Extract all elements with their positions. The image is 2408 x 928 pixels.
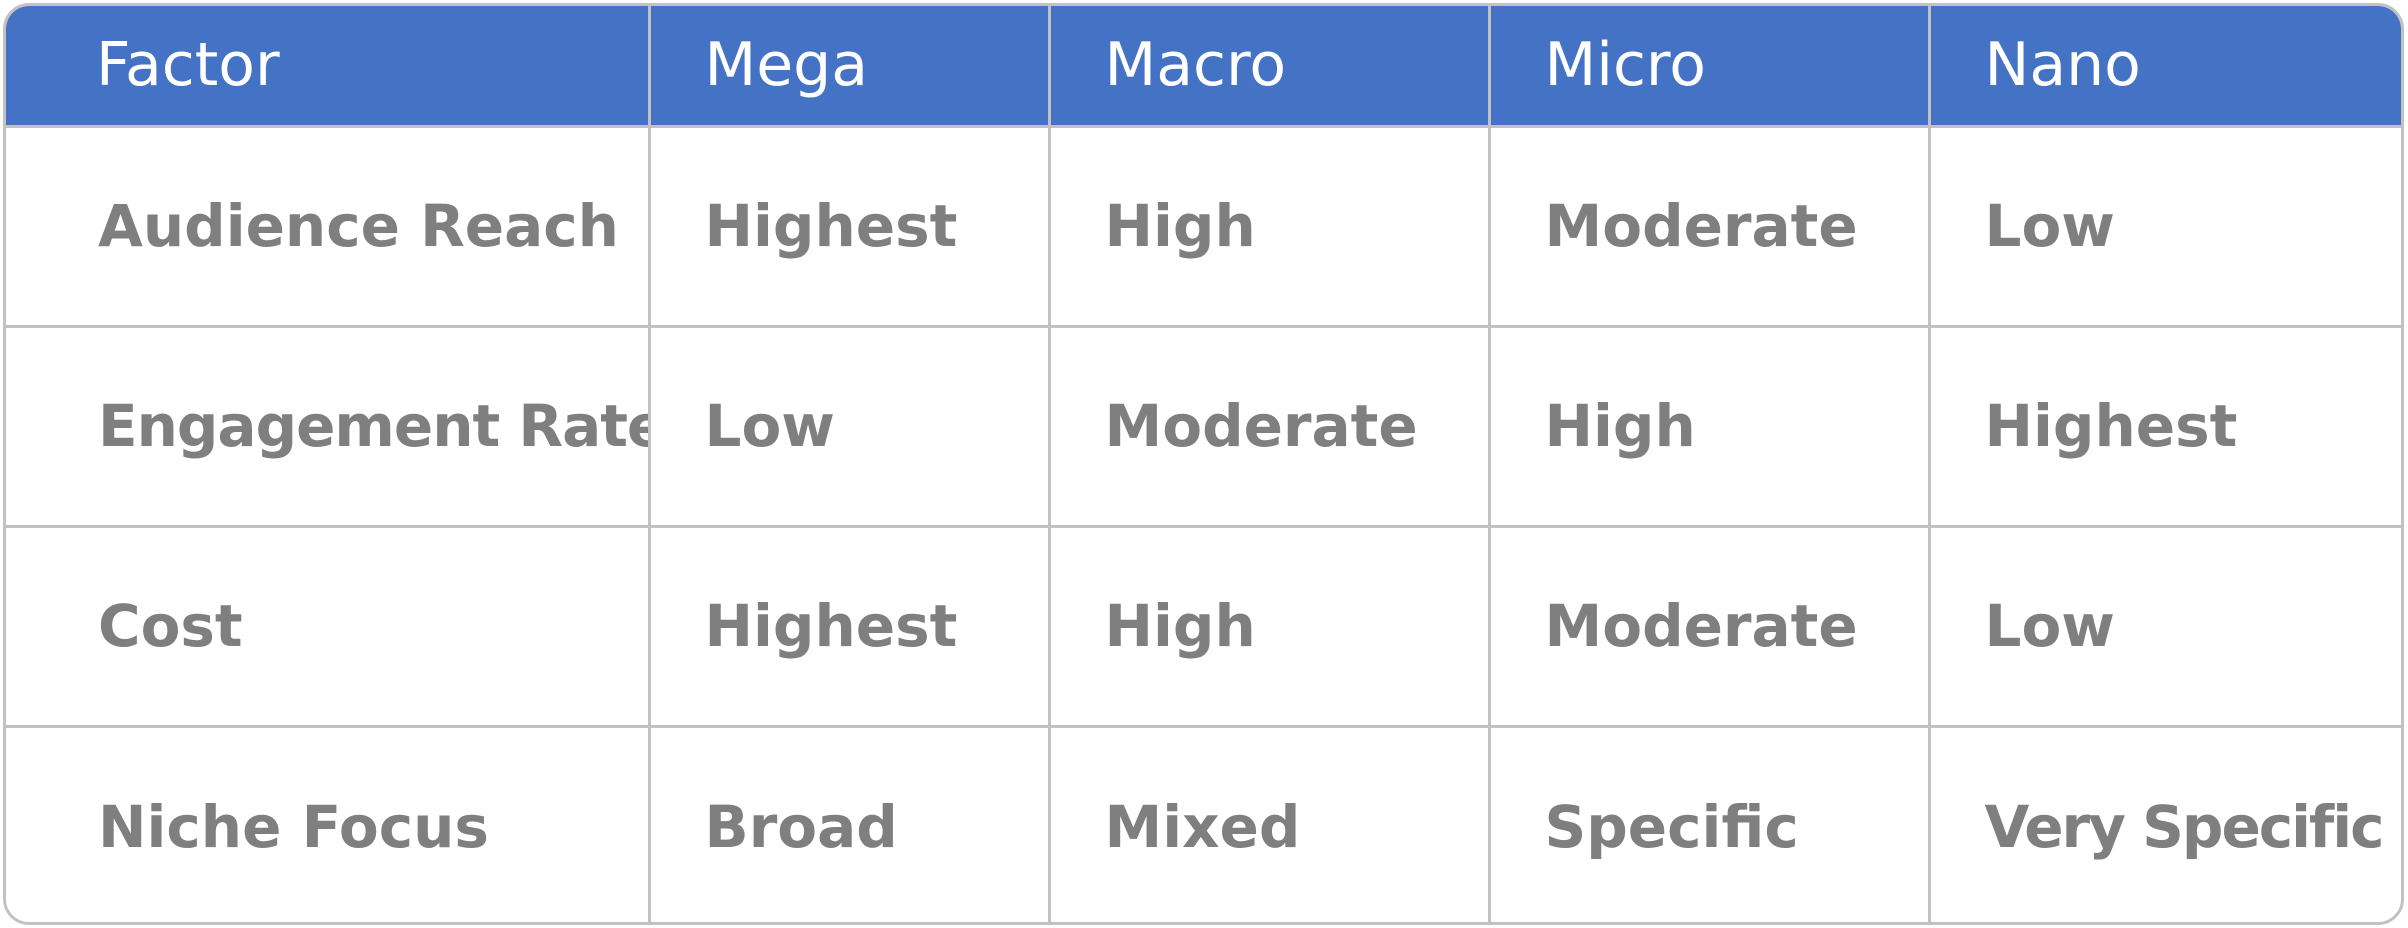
row-label: Cost	[6, 524, 649, 726]
table-cell: Low	[1927, 524, 2401, 726]
row-label: Audience Reach	[6, 124, 649, 326]
table-cell: Mixed	[1047, 724, 1489, 922]
header-nano: Nano	[1927, 6, 2401, 126]
table-cell: Highest	[647, 524, 1049, 726]
table-cell: High	[1047, 124, 1489, 326]
table-header-row: Factor Mega Macro Micro Nano	[6, 6, 2401, 126]
table-row-niche-focus: Niche Focus Broad Mixed Specific Very Sp…	[6, 724, 2401, 922]
table-cell: Very Specific	[1927, 724, 2401, 922]
table-cell: Moderate	[1487, 124, 1929, 326]
header-micro: Micro	[1487, 6, 1929, 126]
table-cell: Moderate	[1047, 324, 1489, 526]
table-row-audience-reach: Audience Reach Highest High Moderate Low	[6, 124, 2401, 326]
table-cell: Specific	[1487, 724, 1929, 922]
table-cell: Highest	[1927, 324, 2401, 526]
header-factor: Factor	[6, 6, 649, 126]
row-label: Engagement Rate	[6, 324, 649, 526]
table-cell: High	[1047, 524, 1489, 726]
header-macro: Macro	[1047, 6, 1489, 126]
table-row-engagement-rate: Engagement Rate Low Moderate High Highes…	[6, 324, 2401, 526]
table-cell: Highest	[647, 124, 1049, 326]
table-cell: Low	[1927, 124, 2401, 326]
header-mega: Mega	[647, 6, 1049, 126]
table-cell: Moderate	[1487, 524, 1929, 726]
influencer-comparison-table: Factor Mega Macro Micro Nano Audience Re…	[6, 6, 2401, 922]
row-label: Niche Focus	[6, 724, 649, 922]
comparison-table-container: Factor Mega Macro Micro Nano Audience Re…	[3, 3, 2404, 925]
table-cell: High	[1487, 324, 1929, 526]
table-cell: Broad	[647, 724, 1049, 922]
table-cell: Low	[647, 324, 1049, 526]
table-row-cost: Cost Highest High Moderate Low	[6, 524, 2401, 726]
